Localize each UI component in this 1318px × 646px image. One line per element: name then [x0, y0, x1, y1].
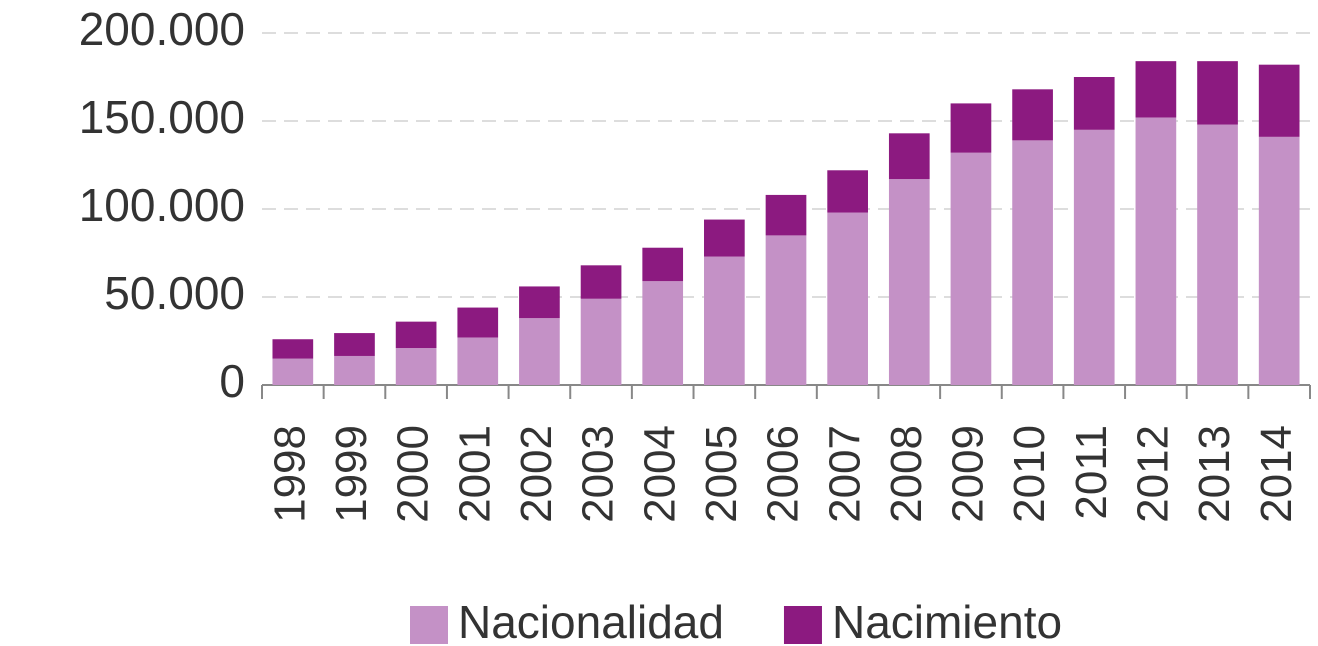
bar-segment — [334, 333, 375, 356]
bar-segment — [457, 307, 499, 338]
x-tick-label: 2000 — [389, 425, 438, 523]
bar-segment — [888, 133, 930, 180]
bar-segment — [642, 247, 684, 282]
bar-segment — [1012, 89, 1053, 141]
x-tick-label: 2010 — [1005, 425, 1054, 523]
bar-segment — [1197, 124, 1238, 386]
bar-segment — [334, 355, 375, 385]
bar-segment — [888, 179, 930, 385]
x-tick-label: 2001 — [450, 425, 499, 523]
bar-segment — [642, 281, 684, 385]
x-tick-label: 2013 — [1190, 425, 1239, 523]
bar-segment — [1258, 136, 1300, 385]
bar-segment — [1135, 117, 1177, 385]
x-tick-label: 2006 — [759, 425, 808, 523]
bar-segment — [1258, 64, 1300, 137]
bar-segment — [395, 348, 437, 385]
bar-segment — [1073, 77, 1115, 130]
x-tick-label: 2009 — [944, 425, 993, 523]
bar-segment — [765, 194, 807, 236]
x-tick-label: 2004 — [635, 425, 684, 523]
x-tick-label: 2012 — [1129, 425, 1178, 523]
bar-segment — [457, 337, 499, 385]
bar-segment — [704, 256, 745, 385]
x-tick-label: 1998 — [265, 425, 314, 523]
bar-segment — [272, 339, 314, 359]
x-tick-label: 1999 — [327, 425, 376, 523]
x-tick-label: 2002 — [512, 425, 561, 523]
bar-segment — [950, 103, 992, 153]
bar-segment — [704, 219, 745, 257]
bar-segment — [395, 321, 437, 349]
x-tick-label: 2005 — [697, 425, 746, 523]
bar-segment — [519, 318, 560, 385]
y-tick-label: 100.000 — [79, 179, 245, 231]
y-tick-label: 200.000 — [79, 3, 245, 55]
x-tick-label: 2014 — [1252, 425, 1301, 523]
bar-segment — [1012, 140, 1053, 385]
bar-segment — [950, 152, 992, 385]
x-tick-label: 2007 — [820, 425, 869, 523]
bar-segment — [827, 212, 868, 385]
bar-segment — [580, 298, 622, 385]
bar-segment — [272, 358, 314, 385]
legend-swatch — [783, 606, 822, 644]
bar-segment — [765, 235, 807, 385]
bar-segment — [1197, 61, 1238, 125]
bar-segment — [827, 170, 868, 213]
x-tick-label: 2011 — [1067, 425, 1116, 520]
y-tick-label: 150.000 — [79, 91, 245, 143]
y-tick-label: 0 — [219, 355, 245, 407]
y-tick-label: 50.000 — [104, 267, 245, 319]
bar-segment — [519, 286, 560, 319]
legend-label: Nacionalidad — [458, 596, 724, 646]
x-tick-label: 2008 — [882, 425, 931, 523]
bar-segment — [1073, 129, 1115, 385]
legend-swatch — [410, 606, 448, 644]
bar-segment — [580, 265, 622, 299]
x-tick-label: 2003 — [574, 425, 623, 523]
bar-segment — [1135, 61, 1177, 118]
legend-label: Nacimiento — [832, 596, 1062, 646]
